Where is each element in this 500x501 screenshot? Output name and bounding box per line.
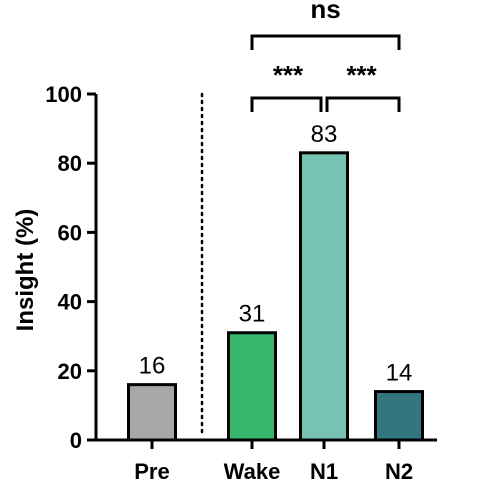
y-tick-label: 0 bbox=[70, 428, 82, 453]
y-tick-label: 80 bbox=[58, 151, 82, 176]
significance-label: ns bbox=[310, 0, 340, 24]
x-tick-label: Wake bbox=[224, 459, 281, 484]
y-tick-label: 40 bbox=[58, 290, 82, 315]
data-label: 83 bbox=[311, 121, 338, 148]
y-axis-title: Insight (%) bbox=[12, 209, 39, 332]
labels: 16 31 83 14 bbox=[139, 121, 413, 387]
data-label: 14 bbox=[386, 360, 413, 387]
data-label: 16 bbox=[139, 353, 166, 380]
significance-label: *** bbox=[273, 60, 304, 90]
bar bbox=[227, 331, 277, 442]
bar bbox=[127, 383, 177, 442]
y-tick-label: 20 bbox=[58, 359, 82, 384]
y-tick-label: 100 bbox=[45, 82, 82, 107]
data-label: 31 bbox=[239, 301, 266, 328]
significance-bracket bbox=[250, 96, 323, 112]
significance-brackets: *** *** ns bbox=[250, 0, 401, 112]
axes: 0 20 40 60 80 100 Pre Wake N1 N2 bbox=[45, 82, 437, 484]
y-tick-label: 60 bbox=[58, 220, 82, 245]
significance-label: *** bbox=[346, 60, 377, 90]
significance-bracket bbox=[250, 34, 401, 50]
bar bbox=[374, 390, 424, 442]
x-tick-label: N1 bbox=[310, 459, 338, 484]
bar bbox=[299, 151, 349, 442]
x-tick-label: N2 bbox=[385, 459, 413, 484]
x-tick-label: Pre bbox=[134, 459, 169, 484]
bars bbox=[127, 151, 424, 442]
significance-bracket bbox=[325, 96, 401, 112]
